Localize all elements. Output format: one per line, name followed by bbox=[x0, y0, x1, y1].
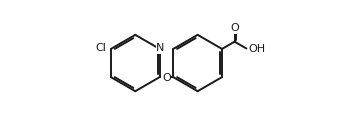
Text: O: O bbox=[162, 73, 171, 83]
Text: Cl: Cl bbox=[95, 43, 106, 53]
Text: OH: OH bbox=[248, 43, 266, 54]
Text: O: O bbox=[230, 23, 239, 33]
Text: N: N bbox=[157, 43, 165, 53]
